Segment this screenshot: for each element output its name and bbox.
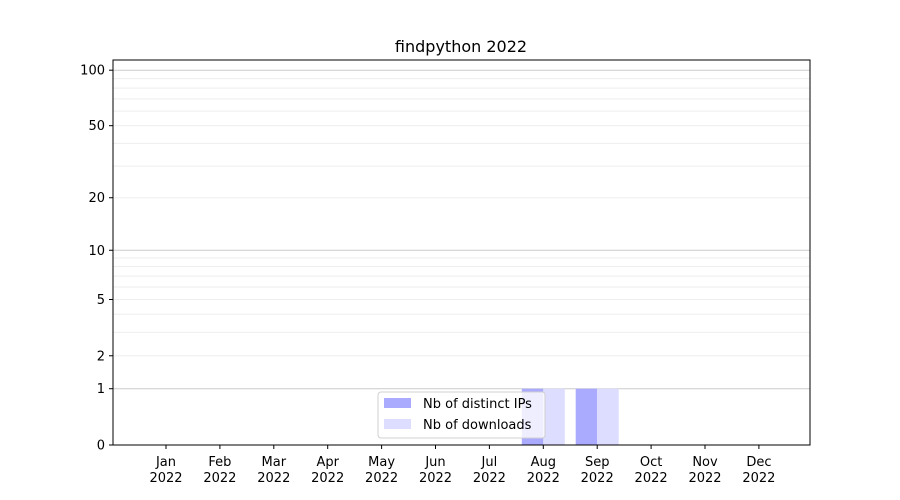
x-tick-label-year: 2022: [203, 471, 236, 486]
y-tick-label: 1: [97, 382, 105, 397]
x-tick-label-month: Sep: [585, 455, 610, 470]
x-tick-label-year: 2022: [473, 471, 506, 486]
x-tick-label-month: Oct: [640, 455, 662, 470]
bar-nb-of-distinct-ips-sep: [575, 388, 598, 445]
legend-label: Nb of distinct IPs: [423, 397, 532, 412]
x-tick-label-month: Jan: [155, 455, 176, 470]
legend-label: Nb of downloads: [423, 418, 532, 433]
x-tick-label-year: 2022: [419, 471, 452, 486]
y-tick-label: 20: [88, 191, 105, 206]
bar-nb-of-downloads-aug: [543, 388, 565, 445]
x-tick-label-month: Jul: [481, 455, 498, 470]
legend-swatch: [384, 398, 411, 408]
y-tick-label: 10: [88, 244, 105, 259]
y-axis: 0 1 2 5 10 20 50 100: [80, 64, 113, 454]
x-tick-label-month: Feb: [208, 455, 231, 470]
x-tick-label-year: 2022: [742, 471, 775, 486]
y-tick-label: 0: [97, 439, 105, 454]
x-tick-label-year: 2022: [149, 471, 182, 486]
x-tick-label-month: Nov: [692, 455, 718, 470]
grid: [113, 69, 810, 390]
x-axis: Jan2022Feb2022Mar2022Apr2022May2022Jun20…: [149, 445, 775, 486]
legend-box: [377, 391, 546, 439]
y-tick-label: 5: [97, 293, 105, 308]
y-tick-label: 2: [97, 349, 105, 364]
x-tick-label-year: 2022: [688, 471, 721, 486]
legend-swatch: [384, 419, 411, 429]
x-tick-label-year: 2022: [635, 471, 668, 486]
x-tick-label-year: 2022: [365, 471, 398, 486]
y-tick-label: 50: [88, 119, 105, 134]
y-tick-label: 100: [80, 64, 105, 79]
chart-title: findpython 2022: [395, 37, 527, 56]
x-tick-label-year: 2022: [581, 471, 614, 486]
x-tick-label-month: Jun: [424, 455, 445, 470]
x-tick-label-year: 2022: [527, 471, 560, 486]
x-tick-label-month: Aug: [531, 455, 556, 470]
x-tick-label-month: Mar: [262, 455, 287, 470]
x-tick-label-month: Dec: [746, 455, 771, 470]
legend: Nb of distinct IPs Nb of downloads: [377, 391, 546, 439]
x-tick-label-year: 2022: [311, 471, 344, 486]
x-tick-label-month: Apr: [316, 455, 339, 470]
x-tick-label-month: May: [368, 455, 395, 470]
plot-frame: [112, 59, 811, 446]
x-tick-label-year: 2022: [257, 471, 290, 486]
bar-nb-of-downloads-sep: [597, 388, 619, 445]
